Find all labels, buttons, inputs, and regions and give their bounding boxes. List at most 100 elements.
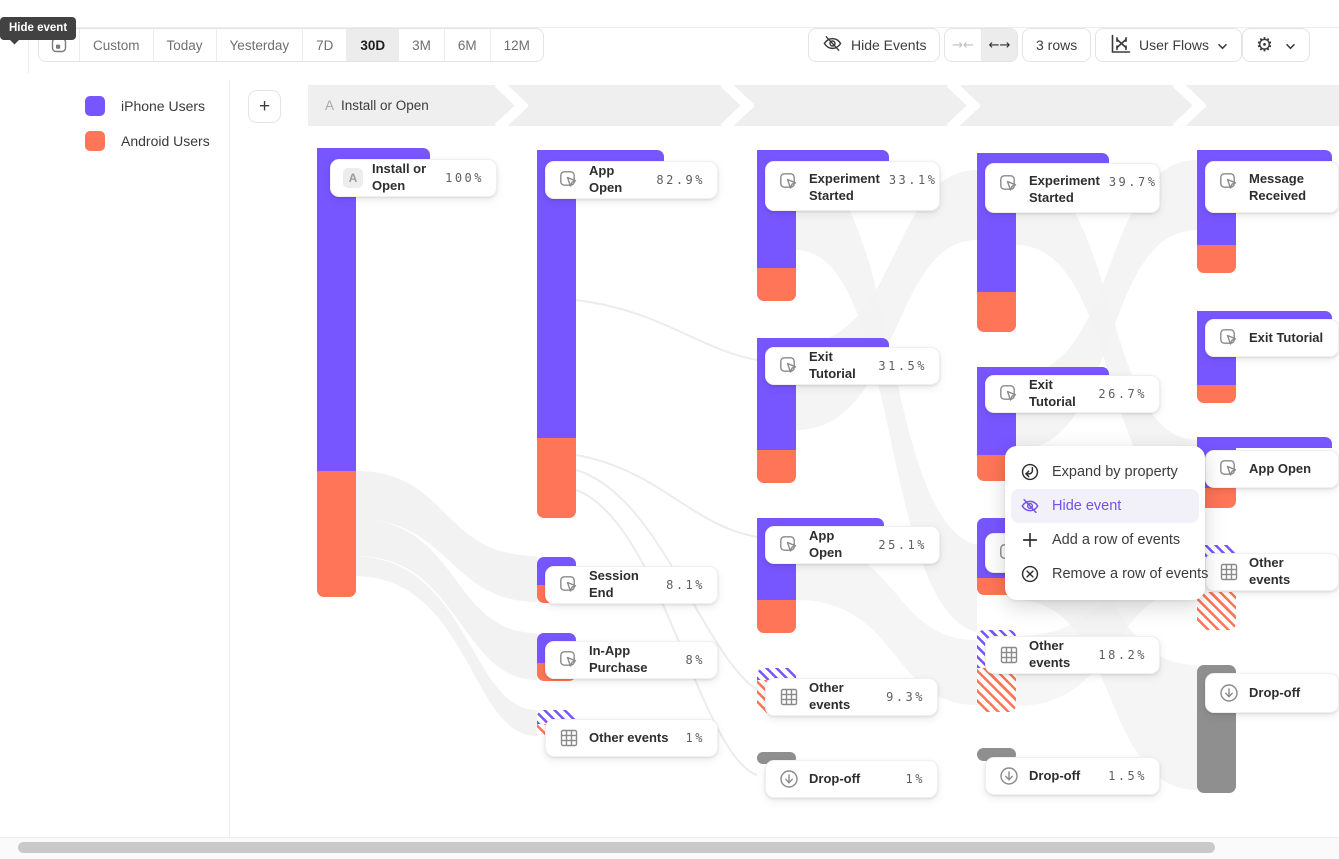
add-step-button[interactable]: + (248, 90, 281, 123)
flow-node-card-message-received[interactable]: Message Received (1205, 161, 1339, 213)
flow-node-percent: 39.7% (1108, 175, 1158, 189)
flow-node-card-experiment-started[interactable]: Experiment Started 33.1% (765, 161, 940, 211)
flow-bar-segment-android[interactable] (1197, 245, 1236, 273)
other-events-grid-icon (998, 644, 1020, 666)
collapse-columns-button[interactable]: →← (952, 37, 974, 53)
legend-item-android-users[interactable]: Android Users (85, 131, 210, 151)
flow-bar-segment-iphone[interactable] (757, 668, 796, 680)
flow-node-card-other-events[interactable]: Other events 18.2% (985, 636, 1160, 674)
event-cursor-icon (778, 534, 800, 556)
view-selector-button[interactable]: User Flows (1095, 28, 1243, 62)
flow-bar-segment-android[interactable] (537, 438, 576, 518)
flow-node-card-drop-off[interactable]: Drop-off 1.5% (985, 757, 1160, 795)
menu-item-expand-by-property[interactable]: Expand by property (1011, 455, 1199, 489)
flow-node-card-drop-off[interactable]: Drop-off 1% (765, 760, 938, 798)
flow-bar-segment-android[interactable] (1197, 488, 1236, 508)
flow-node-card-drop-off[interactable]: Drop-off (1205, 673, 1339, 713)
flow-bar-segment-android[interactable] (757, 268, 796, 301)
view-selector-label: User Flows (1139, 37, 1210, 53)
flow-bar-segment-android[interactable] (977, 668, 1016, 712)
flow-bar-top-strip[interactable] (537, 150, 664, 161)
flow-node-card-other-events[interactable]: Other events 1% (545, 719, 718, 757)
column-width-toggle: →← ←→ (944, 28, 1018, 62)
flow-node-percent: 33.1% (888, 173, 938, 187)
flow-node-card-app-open[interactable]: App Open 25.1% (765, 526, 940, 564)
hide-events-button[interactable]: Hide Events (808, 28, 941, 62)
menu-item-add-row-of-events[interactable]: Add a row of events (1011, 523, 1199, 557)
horizontal-scrollbar-thumb[interactable] (18, 842, 1215, 853)
flow-bar-segment-android[interactable] (317, 471, 356, 597)
gear-icon: ⚙ (1256, 33, 1274, 56)
breadcrumb-chevron-icon (720, 85, 754, 126)
date-range-6m[interactable]: 6M (445, 29, 491, 61)
flow-node-label: App Open (809, 528, 843, 560)
other-events-grid-icon (558, 727, 580, 749)
flow-node-card-exit-tutorial[interactable]: Exit Tutorial 26.7% (985, 375, 1160, 413)
other-events-grid-icon (778, 686, 800, 708)
expand-columns-button[interactable]: ←→ (981, 29, 1017, 61)
flow-bar-top-strip[interactable] (1197, 150, 1332, 161)
event-cursor-icon (558, 649, 580, 671)
flow-bar-top-strip[interactable] (757, 338, 889, 349)
flow-node-label: Other events (589, 729, 669, 745)
flow-bar-segment-android[interactable] (757, 600, 796, 633)
flow-node-label: Exit Tutorial (809, 349, 856, 381)
event-cursor-icon (1218, 458, 1240, 480)
flow-bar-top-strip[interactable] (1197, 311, 1332, 322)
flow-node-percent: 1% (905, 772, 925, 786)
flow-bar-segment-android[interactable] (1197, 592, 1236, 630)
flow-bar-segment-iphone[interactable] (317, 148, 356, 471)
horizontal-scrollbar-track[interactable] (0, 837, 1339, 859)
circle-x-icon (1020, 564, 1040, 584)
flow-bar-top-strip[interactable] (757, 518, 884, 529)
date-range-today[interactable]: Today (154, 29, 217, 61)
date-range-custom[interactable]: Custom (80, 29, 154, 61)
event-cursor-icon (998, 173, 1020, 195)
flow-node-card-exit-tutorial[interactable]: Exit Tutorial (1205, 319, 1339, 357)
flow-node-percent: 8% (685, 653, 705, 667)
rows-count-label: 3 rows (1036, 37, 1078, 53)
flow-node-card-in-app-purchase[interactable]: In-App Purchase 8% (545, 641, 718, 679)
flow-node-card-exit-tutorial[interactable]: Exit Tutorial 31.5% (765, 347, 940, 385)
date-range-30d[interactable]: 30D (347, 29, 400, 61)
event-cursor-icon (1218, 327, 1240, 349)
flow-node-label: Other events (1249, 555, 1291, 587)
event-cursor-icon (778, 355, 800, 377)
flow-bar-top-strip[interactable] (1197, 437, 1332, 448)
date-range-7d[interactable]: 7D (303, 29, 348, 61)
flow-node-card-install-or-open[interactable]: A Install or Open 100% (330, 159, 497, 197)
flow-node-card-other-events[interactable]: Other events 9.3% (765, 678, 938, 716)
settings-button[interactable]: ⚙ (1242, 28, 1311, 62)
menu-item-hide-event[interactable]: Hide event (1011, 489, 1199, 523)
event-cursor-icon (558, 169, 580, 191)
drop-off-icon (778, 768, 800, 790)
date-range-12m[interactable]: 12M (503, 37, 530, 53)
step-breadcrumb-strip: A Install or Open (308, 85, 1339, 126)
breadcrumb-step-label: Install or Open (341, 98, 429, 113)
flow-bar-segment-android[interactable] (757, 450, 796, 483)
flow-node-card-experiment-started[interactable]: Experiment Started 39.7% (985, 163, 1160, 213)
flow-bar-top-strip[interactable] (317, 148, 430, 159)
date-range-yesterday[interactable]: Yesterday (217, 29, 304, 61)
menu-item-remove-row-of-events[interactable]: Remove a row of events (1011, 557, 1208, 591)
breadcrumb[interactable]: A Install or Open (325, 85, 429, 126)
date-range-3m[interactable]: 3M (399, 29, 445, 61)
flow-bar-top-strip[interactable] (977, 153, 1109, 164)
drop-off-icon (998, 765, 1020, 787)
flow-node-label: Exit Tutorial (1249, 329, 1324, 345)
menu-item-label: Remove a row of events (1052, 566, 1209, 582)
menu-item-label: Add a row of events (1052, 532, 1181, 548)
flow-node-card-app-open[interactable]: App Open 82.9% (545, 161, 718, 199)
flow-node-card-session-end[interactable]: Session End 8.1% (545, 566, 718, 604)
legend-item-iphone-users[interactable]: iPhone Users (85, 96, 210, 116)
expand-by-property-icon (1020, 462, 1040, 482)
rows-count-button[interactable]: 3 rows (1022, 28, 1092, 62)
flow-node-card-other-events[interactable]: Other events (1205, 553, 1339, 591)
flow-bar-top-strip[interactable] (977, 367, 1109, 378)
flow-bar-segment-android[interactable] (1197, 385, 1236, 403)
flow-bar-top-strip[interactable] (757, 150, 889, 161)
flow-node-card-app-open[interactable]: App Open (1205, 450, 1339, 488)
breakdown-legend: iPhone Users Android Users (85, 96, 210, 166)
other-events-grid-icon (1218, 561, 1240, 583)
flow-bar-segment-android[interactable] (977, 292, 1016, 332)
